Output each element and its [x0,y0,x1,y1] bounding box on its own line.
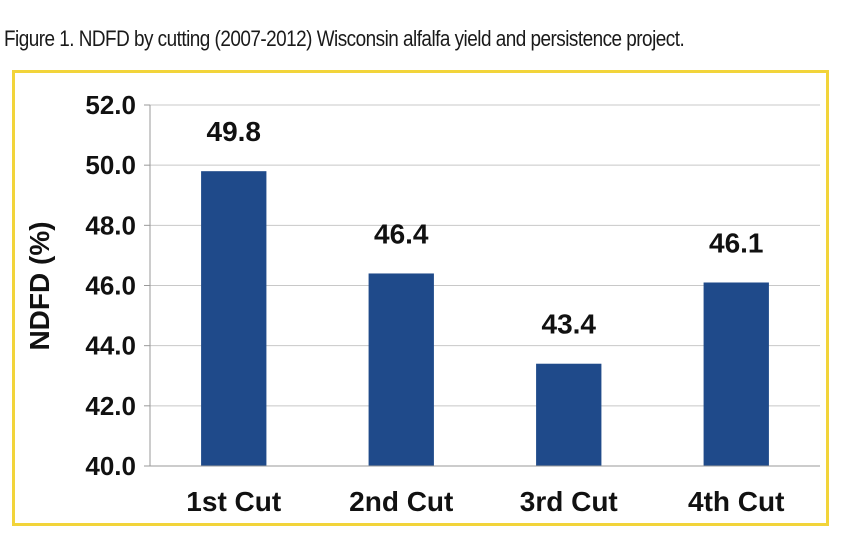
bar [201,171,267,466]
x-tick-labels: 1st Cut 2nd Cut 3rd Cut 4th Cut [186,486,784,517]
data-labels: 49.8 46.4 43.4 46.1 [207,116,764,340]
bar [703,282,769,466]
x-tick-label: 2nd Cut [349,486,453,517]
x-tick-label: 3rd Cut [520,486,618,517]
y-tick-label: 42.0 [85,391,136,421]
bar [536,363,602,466]
y-tick-label: 50.0 [85,150,136,180]
data-label: 46.4 [374,218,429,249]
x-tick-label: 4th Cut [688,486,784,517]
chart-frame [12,70,829,526]
bar [368,273,434,466]
y-tick-label: 48.0 [85,210,136,240]
y-tick-label: 52.0 [85,90,136,120]
y-tick-label: 46.0 [85,271,136,301]
data-label: 46.1 [709,227,764,258]
y-tick-label: 40.0 [85,451,136,481]
x-tick-label: 1st Cut [186,486,281,517]
data-label: 43.4 [542,309,597,340]
y-tick-labels: 40.0 42.0 44.0 46.0 48.0 50.0 52.0 [85,90,136,481]
data-label: 49.8 [207,116,262,147]
figure-caption: Figure 1. NDFD by cutting (2007-2012) Wi… [4,26,685,51]
axes [144,104,820,467]
bars [201,171,769,466]
y-axis-label: NDFD (%) [24,221,55,350]
y-tick-label: 44.0 [85,331,136,361]
